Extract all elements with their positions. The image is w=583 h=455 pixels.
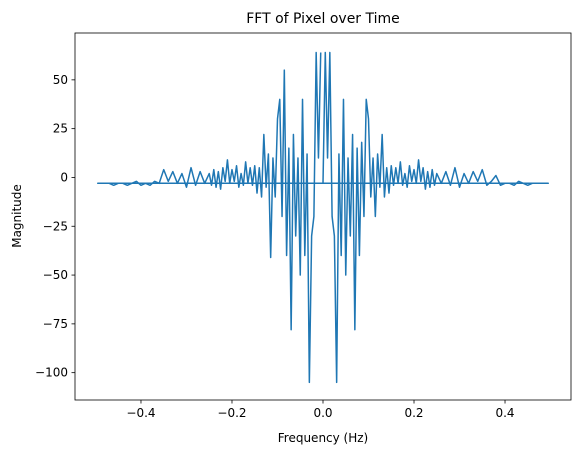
x-tick-label: −0.4 [126, 406, 155, 420]
x-axis-ticks: −0.4 −0.2 0.0 0.2 0.4 [126, 400, 515, 420]
x-tick-label: −0.2 [217, 406, 246, 420]
y-tick-label: 0 [60, 170, 68, 184]
y-tick-label: −75 [43, 317, 68, 331]
x-axis-label: Frequency (Hz) [278, 431, 369, 445]
y-tick-label: 25 [53, 122, 68, 136]
plot-area [75, 33, 571, 400]
y-axis-label: Magnitude [10, 184, 24, 248]
y-tick-label: 50 [53, 73, 68, 87]
series-line-0 [97, 51, 549, 384]
y-tick-label: −50 [43, 268, 68, 282]
chart-title: FFT of Pixel over Time [246, 11, 400, 27]
y-tick-label: −25 [43, 219, 68, 233]
y-axis-ticks: −100 −75 −50 −25 0 25 50 [35, 73, 75, 380]
y-tick-label: −100 [35, 366, 68, 380]
x-tick-label: 0.4 [495, 406, 514, 420]
series-layer [97, 51, 549, 384]
x-tick-label: 0.0 [313, 406, 332, 420]
x-tick-label: 0.2 [404, 406, 423, 420]
